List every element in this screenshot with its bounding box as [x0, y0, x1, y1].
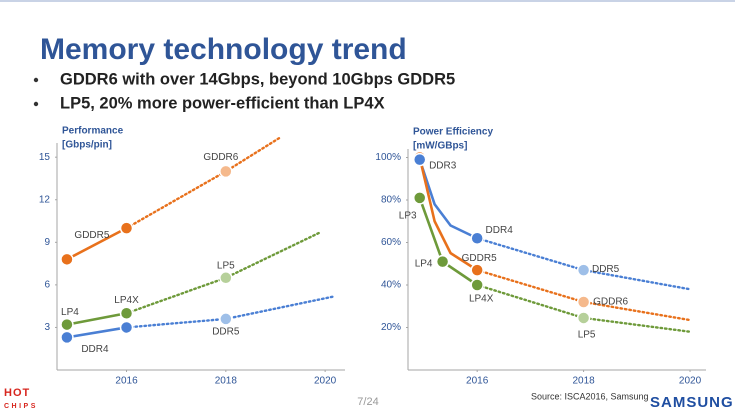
point: [219, 312, 233, 326]
bullet-dot: [33, 77, 39, 83]
y-tick-label: 3: [44, 322, 50, 333]
page-number: 7/24: [357, 396, 378, 408]
axis-title: Performance: [62, 126, 124, 137]
point: [470, 231, 484, 245]
point-label: LP5: [217, 260, 235, 271]
point: [60, 317, 74, 332]
logo-bottom: CHIPS: [4, 403, 38, 410]
series-line: [418, 196, 479, 287]
series-line: [65, 311, 128, 326]
axis-title: [mW/GBps]: [413, 141, 467, 152]
point-label: DDR5: [212, 327, 240, 338]
y-tick-label: 100%: [375, 152, 401, 163]
x-tick-label: 2016: [466, 376, 489, 387]
point: [119, 306, 134, 320]
series-line: [418, 158, 479, 240]
point: [470, 278, 484, 292]
point-label: LP4X: [469, 294, 494, 305]
series-line: [65, 326, 128, 339]
point: [576, 311, 591, 325]
y-tick-label: 40%: [381, 280, 401, 291]
point: [119, 221, 134, 235]
point: [576, 263, 591, 277]
x-tick-label: 2018: [572, 376, 595, 387]
point-label: DDR3: [429, 160, 457, 171]
point: [119, 320, 134, 335]
point-label: GDDR5: [462, 253, 497, 264]
axis-title: Power Efficiency: [413, 127, 493, 138]
logo-top: HOT: [4, 387, 30, 399]
y-tick-label: 60%: [381, 237, 401, 248]
axis-title: [Gbps/pin]: [62, 140, 112, 151]
point-label: GDDR6: [203, 152, 238, 163]
point-label: LP4: [61, 307, 79, 318]
bullet-dot: [33, 101, 39, 107]
point: [470, 263, 484, 277]
y-tick-label: 9: [44, 237, 50, 248]
point-label: DDR4: [486, 225, 514, 236]
series-line: [475, 268, 692, 322]
point-label: GDDR6: [593, 297, 628, 308]
bullet: LP5, 20% more power-efficient than LP4X: [60, 94, 385, 112]
point-label: LP4: [415, 258, 433, 269]
y-tick-label: 15: [39, 152, 51, 163]
point: [219, 271, 233, 285]
series-line: [125, 136, 282, 230]
point: [435, 254, 450, 269]
x-tick-label: 2016: [115, 376, 138, 387]
series-line: [418, 156, 479, 272]
point-label: DDR5: [592, 264, 620, 275]
point: [219, 164, 233, 179]
bullet: GDDR6 with over 14Gbps, beyond 10Gbps GD…: [60, 70, 455, 88]
point-label: LP5: [578, 330, 596, 341]
y-tick-label: 12: [39, 194, 51, 205]
point: [412, 191, 427, 205]
point-label: LP3: [399, 211, 417, 222]
point-label: GDDR5: [74, 230, 109, 241]
y-tick-label: 20%: [381, 322, 401, 333]
point: [412, 152, 427, 167]
series-line: [475, 237, 692, 291]
hot-chips-logo: HOT CHIPS: [4, 387, 38, 410]
point: [60, 252, 74, 267]
source: Source: ISCA2016, Samsung: [531, 391, 649, 401]
point: [60, 330, 74, 345]
y-tick-label: 6: [44, 280, 50, 291]
x-tick-label: 2020: [679, 376, 702, 387]
brand: SAMSUNG: [650, 394, 734, 411]
y-tick-label: 80%: [381, 195, 401, 206]
x-tick-label: 2018: [215, 376, 238, 387]
series-line: [65, 226, 128, 261]
point: [576, 295, 591, 309]
slide-title: Memory technology trend: [40, 33, 407, 66]
point-label: LP4X: [114, 295, 139, 306]
x-tick-label: 2020: [314, 376, 337, 387]
point-label: DDR4: [81, 344, 109, 355]
